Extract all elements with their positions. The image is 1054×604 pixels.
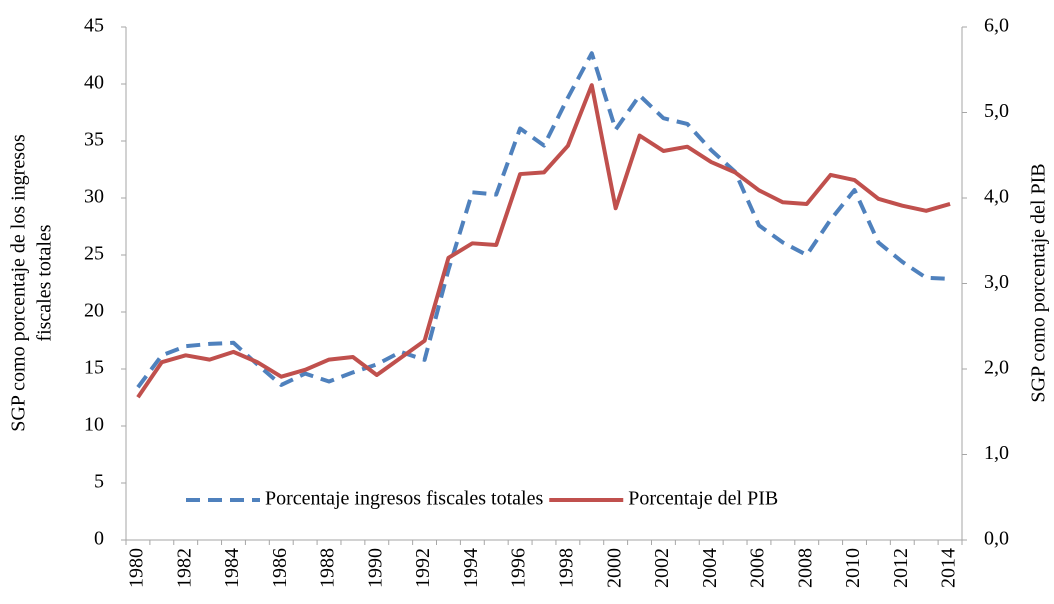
y2-tick-label: 3,0 [984,271,1009,293]
y2-tick-label: 5,0 [984,100,1009,122]
legend-background [180,484,785,516]
legend-label: Porcentaje ingresos fiscales totales [265,488,543,510]
x-tick-label: 2012 [890,548,912,588]
x-tick-label: 1994 [460,548,482,588]
y-axis-title: fiscales totales [34,224,56,341]
y2-tick-label: 4,0 [984,186,1009,208]
x-tick-label: 1996 [508,548,530,588]
legend: Porcentaje ingresos fiscales totales Porc… [180,484,785,516]
x-tick-label: 1998 [555,548,577,588]
x-tick-label: 2004 [699,548,721,588]
y2-tick-label: 2,0 [984,357,1009,379]
x-tick-label: 1990 [364,548,386,588]
y-axis-title: SGP como porcentaje de los ingresos [8,134,30,432]
series-line [136,51,951,389]
y-tick-label: 35 [84,129,104,151]
x-tick-label: 1982 [173,548,195,588]
y2-axis-title: SGP como porcentaje del PIB [1028,163,1050,402]
legend-label: Porcentaje del PIB [628,488,778,510]
x-tick-label: 2000 [603,548,625,588]
y-tick-label: 25 [84,243,104,265]
x-tick-label: 1992 [412,548,434,588]
y-tick-label: 30 [84,186,104,208]
x-tick-label: 2010 [842,548,864,588]
y-tick-label: 20 [84,300,104,322]
y-tick-label: 0 [94,528,104,550]
x-tick-label: 1984 [221,548,243,588]
y-tick-label: 40 [84,72,104,94]
x-tick-label: 2008 [794,548,816,588]
x-tick-label: 2014 [938,548,960,588]
x-tick-label: 1986 [269,548,291,588]
x-tick-label: 2002 [651,548,673,588]
y-tick-label: 10 [84,414,104,436]
y2-tick-label: 0,0 [984,528,1009,550]
x-tick-label: 1988 [317,548,339,588]
x-tick-label: 2006 [747,548,769,588]
series-line [136,83,951,399]
y2-tick-label: 6,0 [984,15,1009,37]
y-tick-label: 15 [84,357,104,379]
x-tick-label: 1980 [126,548,148,588]
y2-tick-label: 1,0 [984,442,1009,464]
y-tick-label: 45 [84,15,104,37]
y-tick-label: 5 [94,471,104,493]
